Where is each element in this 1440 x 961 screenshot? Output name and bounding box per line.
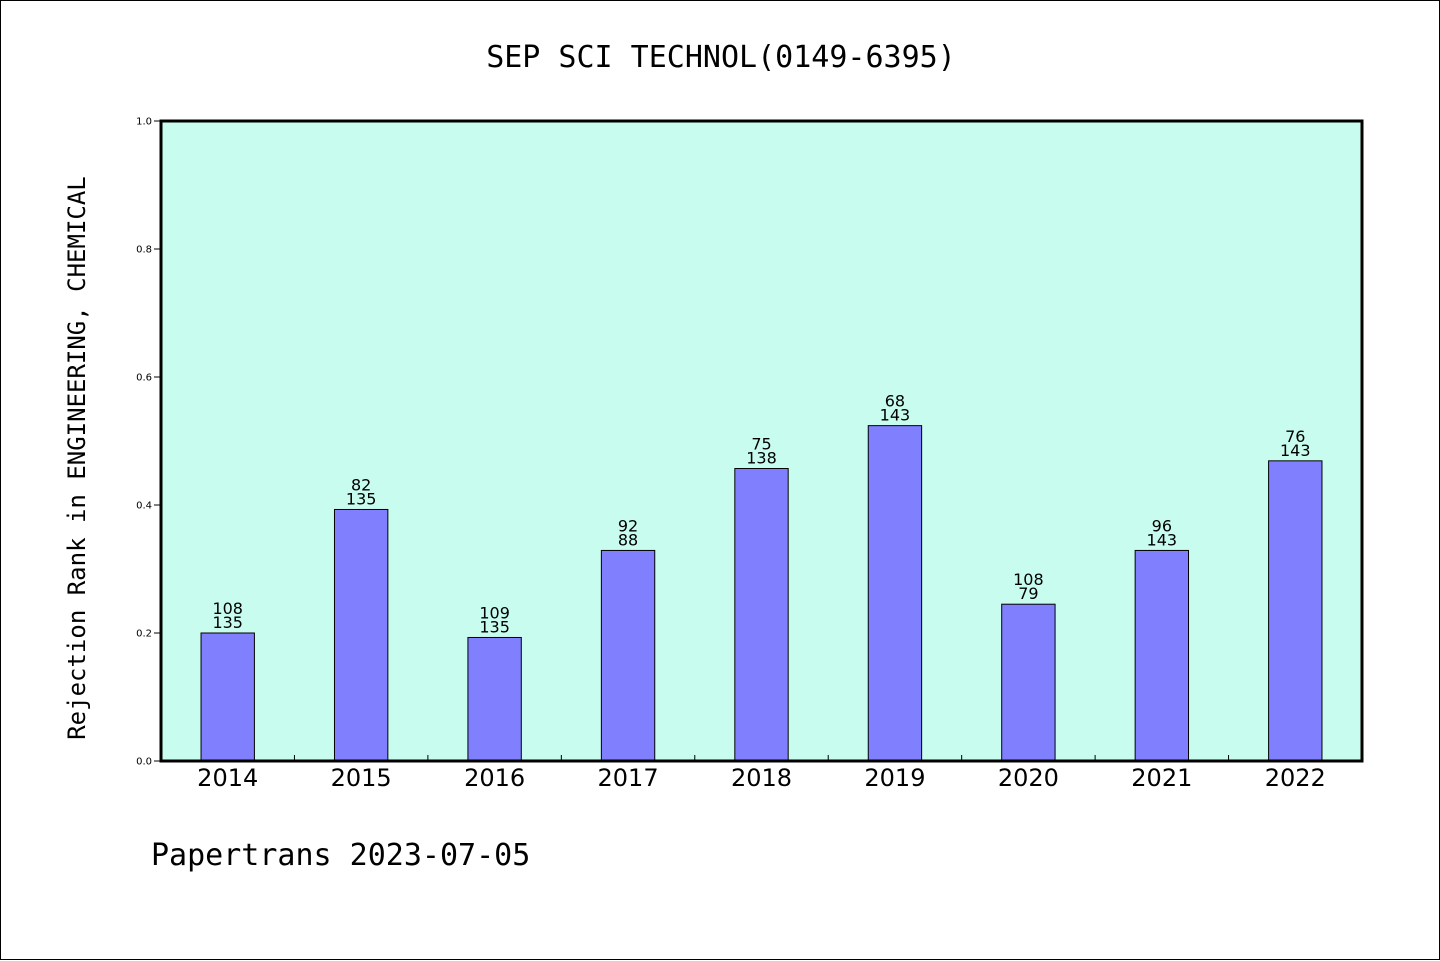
y-tick-label: 0.2 [136, 629, 152, 640]
y-tick-label: 0.6 [136, 373, 152, 384]
bar-label-bottom: 135 [212, 613, 243, 632]
bar-2021 [1134, 549, 1190, 762]
bar-label-top: 75 [751, 435, 771, 454]
bar-label-bottom: 143 [1147, 530, 1178, 549]
bar-2014 [200, 632, 255, 762]
x-axis: 2014 2015 2016 2017 2018 2019 2020 2021 2022 [197, 755, 1326, 792]
bar-labels: 1081358213510913592887513868143108799614… [212, 392, 1310, 637]
y-tick-label: 1.0 [136, 117, 152, 128]
bar-label-top: 82 [351, 475, 371, 494]
x-tick-label: 2019 [864, 764, 925, 792]
y-tick-label: 0.0 [136, 757, 152, 768]
bar-label-top: 92 [618, 516, 638, 535]
bar-2016 [467, 636, 522, 762]
bar-2018 [734, 468, 789, 762]
bar-label-bottom: 135 [479, 617, 510, 636]
x-tick-label: 2021 [1131, 764, 1192, 792]
plot-border [159, 119, 1364, 763]
bars [200, 425, 1323, 762]
bar-label-top: 76 [1285, 427, 1305, 446]
bar-label-top: 109 [479, 603, 510, 622]
y-tick-label: 0.8 [136, 245, 152, 256]
bar-label-top: 108 [1013, 570, 1044, 589]
y-axis: 0.0 0.2 0.4 0.6 0.8 1.0 [136, 117, 161, 768]
bar-label-bottom: 143 [1280, 441, 1311, 460]
bar-label-bottom: 79 [1018, 584, 1038, 603]
bar-2019 [867, 425, 923, 762]
x-tick-label: 2017 [598, 764, 659, 792]
bar-2015 [333, 508, 389, 762]
bar-label-top: 108 [212, 599, 243, 618]
x-tick-label: 2015 [331, 764, 392, 792]
bar-label-bottom: 143 [880, 406, 911, 425]
chart-title: SEP SCI TECHNOL(0149-6395) [486, 40, 956, 75]
bar-2017 [600, 549, 656, 762]
bar-label-bottom: 88 [618, 530, 638, 549]
footer-credit: Papertrans 2023-07-05 [151, 838, 530, 873]
x-tick-label: 2016 [464, 764, 525, 792]
y-axis-label: Rejection Rank in ENGINEERING, CHEMICAL [63, 176, 91, 740]
bar-label-top: 68 [885, 392, 905, 411]
bar-2020 [1001, 603, 1056, 762]
bar-label-top: 96 [1152, 516, 1172, 535]
bar-label-bottom: 138 [746, 449, 777, 468]
y-tick-label: 0.4 [136, 501, 152, 512]
x-tick-label: 2014 [197, 764, 258, 792]
bar-label-bottom: 135 [346, 489, 377, 508]
x-tick-label: 2020 [998, 764, 1059, 792]
x-tick-label: 2022 [1265, 764, 1326, 792]
x-tick-label: 2018 [731, 764, 792, 792]
bar-2022 [1268, 460, 1323, 762]
